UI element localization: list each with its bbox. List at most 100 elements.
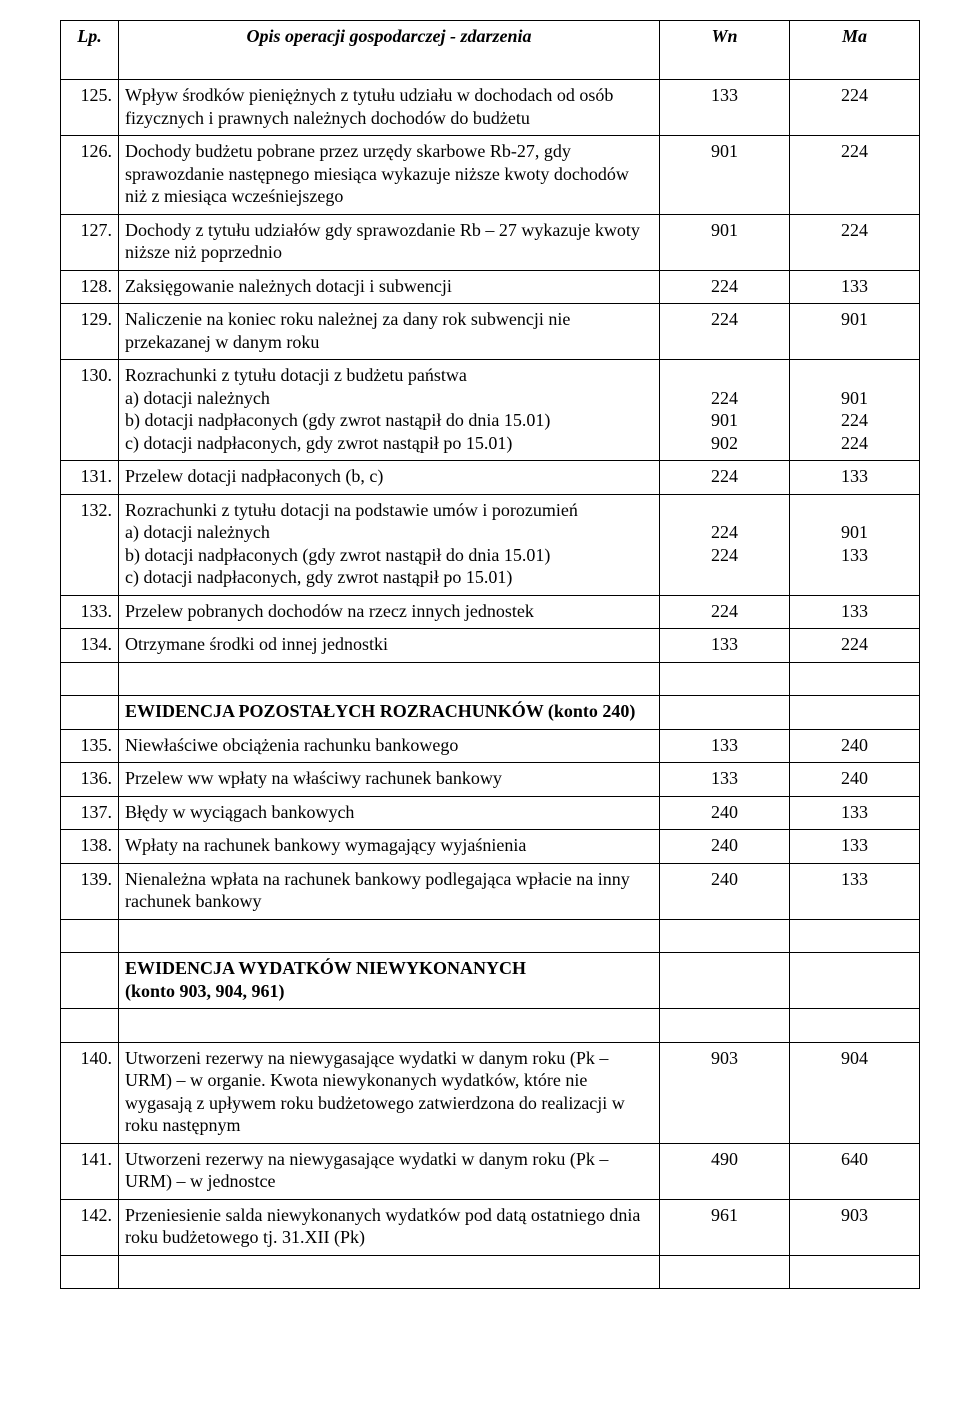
cell-wn	[660, 662, 790, 696]
cell-ma: 901 224 224	[790, 360, 920, 461]
table-row: EWIDENCJA POZOSTAŁYCH ROZRACHUNKÓW (kont…	[61, 696, 920, 730]
cell-wn: 224 901 902	[660, 360, 790, 461]
cell-lp	[61, 696, 119, 730]
cell-desc: Dochody z tytułu udziałów gdy sprawozdan…	[119, 214, 660, 270]
cell-lp: 126.	[61, 136, 119, 215]
cell-desc	[119, 1009, 660, 1043]
cell-lp: 141.	[61, 1143, 119, 1199]
cell-wn: 901	[660, 136, 790, 215]
cell-wn: 224	[660, 461, 790, 495]
cell-ma	[790, 1255, 920, 1289]
cell-wn: 961	[660, 1199, 790, 1255]
cell-wn: 240	[660, 863, 790, 919]
table-row: 137.Błędy w wyciągach bankowych240133	[61, 796, 920, 830]
cell-wn: 224	[660, 304, 790, 360]
cell-ma: 904	[790, 1042, 920, 1143]
cell-lp: 125.	[61, 80, 119, 136]
cell-wn	[660, 919, 790, 953]
cell-wn: 903	[660, 1042, 790, 1143]
header-wn: Wn	[660, 21, 790, 80]
cell-ma: 133	[790, 863, 920, 919]
table-row	[61, 1255, 920, 1289]
cell-ma: 224	[790, 214, 920, 270]
cell-lp	[61, 1255, 119, 1289]
cell-lp	[61, 1009, 119, 1043]
cell-lp: 128.	[61, 270, 119, 304]
cell-desc: Zaksięgowanie należnych dotacji i subwen…	[119, 270, 660, 304]
cell-wn: 901	[660, 214, 790, 270]
table-row: 140.Utworzeni rezerwy na niewygasające w…	[61, 1042, 920, 1143]
cell-ma: 224	[790, 80, 920, 136]
cell-desc: Wpłaty na rachunek bankowy wymagający wy…	[119, 830, 660, 864]
table-row: 142.Przeniesienie salda niewykonanych wy…	[61, 1199, 920, 1255]
cell-lp: 130.	[61, 360, 119, 461]
header-lp: Lp.	[61, 21, 119, 80]
cell-desc: Niewłaściwe obciążenia rachunku bankoweg…	[119, 729, 660, 763]
cell-ma: 133	[790, 830, 920, 864]
cell-desc: Błędy w wyciągach bankowych	[119, 796, 660, 830]
cell-ma: 240	[790, 729, 920, 763]
cell-ma	[790, 1009, 920, 1043]
header-desc: Opis operacji gospodarczej - zdarzenia	[119, 21, 660, 80]
table-row: 127.Dochody z tytułu udziałów gdy sprawo…	[61, 214, 920, 270]
cell-desc: Otrzymane środki od innej jednostki	[119, 629, 660, 663]
cell-ma: 903	[790, 1199, 920, 1255]
page: Lp. Opis operacji gospodarczej - zdarzen…	[0, 0, 960, 1329]
cell-desc: Dochody budżetu pobrane przez urzędy ska…	[119, 136, 660, 215]
table-row	[61, 1009, 920, 1043]
table-row: EWIDENCJA WYDATKÓW NIEWYKONANYCH (konto …	[61, 953, 920, 1009]
table-row: 133.Przelew pobranych dochodów na rzecz …	[61, 595, 920, 629]
cell-lp: 131.	[61, 461, 119, 495]
table-row: 138.Wpłaty na rachunek bankowy wymagając…	[61, 830, 920, 864]
cell-ma: 224	[790, 136, 920, 215]
cell-desc: Przeniesienie salda niewykonanych wydatk…	[119, 1199, 660, 1255]
cell-desc	[119, 1255, 660, 1289]
cell-wn: 133	[660, 763, 790, 797]
table-row: 131.Przelew dotacji nadpłaconych (b, c)2…	[61, 461, 920, 495]
cell-ma: 224	[790, 629, 920, 663]
cell-lp	[61, 953, 119, 1009]
cell-desc: Utworzeni rezerwy na niewygasające wydat…	[119, 1042, 660, 1143]
cell-lp: 129.	[61, 304, 119, 360]
cell-lp: 134.	[61, 629, 119, 663]
header-ma: Ma	[790, 21, 920, 80]
cell-ma: 901	[790, 304, 920, 360]
cell-desc: Naliczenie na koniec roku należnej za da…	[119, 304, 660, 360]
cell-lp: 135.	[61, 729, 119, 763]
cell-lp: 133.	[61, 595, 119, 629]
table-row: 128.Zaksięgowanie należnych dotacji i su…	[61, 270, 920, 304]
cell-ma: 133	[790, 270, 920, 304]
cell-wn: 224	[660, 270, 790, 304]
cell-wn: 224 224	[660, 494, 790, 595]
table-row: 125.Wpływ środków pieniężnych z tytułu u…	[61, 80, 920, 136]
table-row	[61, 919, 920, 953]
cell-ma	[790, 696, 920, 730]
table-row: 134.Otrzymane środki od innej jednostki1…	[61, 629, 920, 663]
table-row	[61, 662, 920, 696]
cell-desc: Przelew pobranych dochodów na rzecz inny…	[119, 595, 660, 629]
cell-wn: 490	[660, 1143, 790, 1199]
cell-lp: 138.	[61, 830, 119, 864]
cell-wn	[660, 953, 790, 1009]
table-header-row: Lp. Opis operacji gospodarczej - zdarzen…	[61, 21, 920, 80]
cell-desc	[119, 919, 660, 953]
cell-wn: 133	[660, 80, 790, 136]
cell-lp: 139.	[61, 863, 119, 919]
cell-wn	[660, 1255, 790, 1289]
table-body: 125.Wpływ środków pieniężnych z tytułu u…	[61, 80, 920, 1289]
cell-wn: 133	[660, 629, 790, 663]
cell-ma	[790, 953, 920, 1009]
cell-lp	[61, 662, 119, 696]
cell-ma: 133	[790, 796, 920, 830]
cell-wn	[660, 1009, 790, 1043]
cell-desc: Nienależna wpłata na rachunek bankowy po…	[119, 863, 660, 919]
operations-table: Lp. Opis operacji gospodarczej - zdarzen…	[60, 20, 920, 1289]
cell-ma	[790, 919, 920, 953]
section-heading: EWIDENCJA POZOSTAŁYCH ROZRACHUNKÓW (kont…	[119, 696, 660, 730]
cell-desc: Przelew ww wpłaty na właściwy rachunek b…	[119, 763, 660, 797]
table-row: 135.Niewłaściwe obciążenia rachunku bank…	[61, 729, 920, 763]
cell-desc: Utworzeni rezerwy na niewygasające wydat…	[119, 1143, 660, 1199]
cell-desc	[119, 662, 660, 696]
cell-wn: 240	[660, 796, 790, 830]
table-row: 136.Przelew ww wpłaty na właściwy rachun…	[61, 763, 920, 797]
